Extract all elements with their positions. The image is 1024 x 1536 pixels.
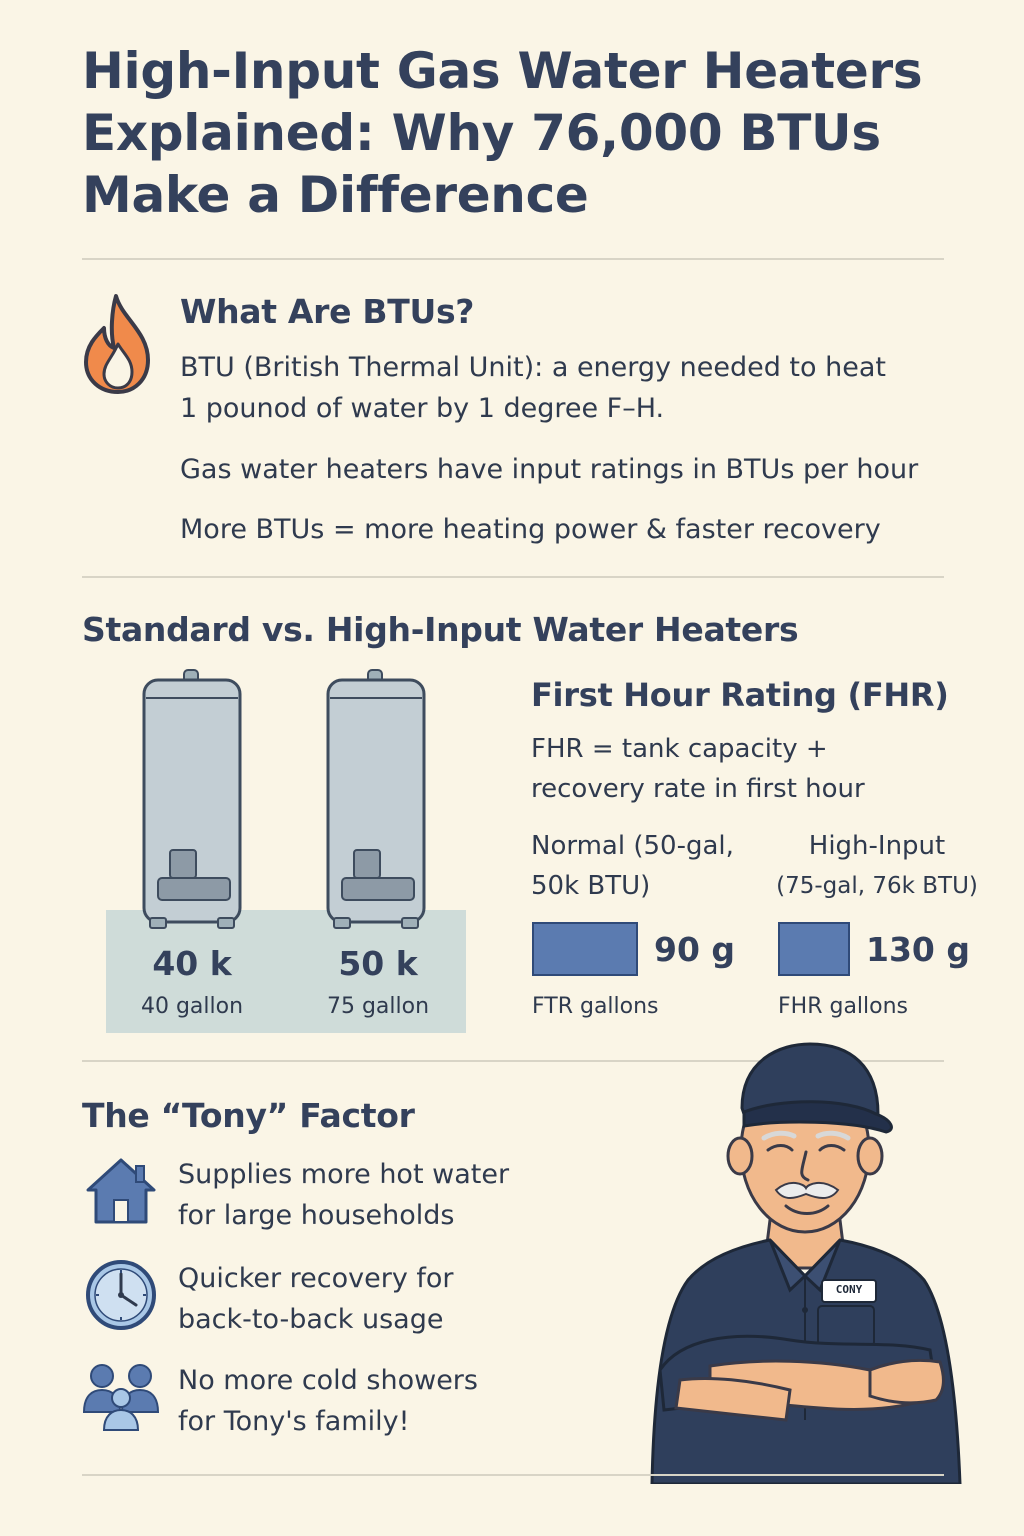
heater-2-label: 75 gallon (326, 994, 430, 1019)
fhr-high-label-line-1: High-Input (808, 831, 946, 861)
title-line-3: Make a Difference (82, 166, 589, 224)
heater-1-value: 40 k (152, 944, 232, 983)
fhr-formula-line-1: FHR = tank capacity + (531, 734, 828, 764)
comparison-heading: Standard vs. High-Input Water Heaters (82, 610, 799, 649)
family-icon (82, 1362, 160, 1432)
fhr-normal-label: Normal (50-gal, 50k BTU) (531, 826, 734, 906)
page-title: High-Input Gas Water Heaters Explained: … (82, 40, 962, 226)
fhr-normal-box (532, 922, 638, 976)
btu-heading: What Are BTUs? (180, 292, 475, 331)
btu-definition: BTU (British Thermal Unit): a energy nee… (180, 347, 960, 429)
tony-item-2-line-2: back-to-back usage (178, 1304, 444, 1335)
fhr-normal-label-line-2: 50k BTU) (531, 871, 651, 901)
fhr-high-label-line-2: (75-gal, 76k BTU) (776, 873, 978, 899)
btu-point-2: More BTUs = more heating power & faster … (180, 514, 881, 545)
heater-2-value: 50 k (338, 944, 418, 983)
heater-1-label: 40 gallon (140, 994, 244, 1019)
tony-item-3-text: No more cold showers for Tony's family! (178, 1360, 478, 1442)
tony-heading: The “Tony” Factor (82, 1096, 415, 1135)
divider-top (82, 258, 944, 260)
tony-item-2-line-1: Quicker recovery for (178, 1263, 454, 1294)
divider-bottom (82, 1474, 944, 1476)
flame-icon (82, 292, 154, 396)
clock-icon (84, 1258, 158, 1332)
tony-item-3-line-2: for Tony's family! (178, 1406, 410, 1437)
fhr-formula-line-2: recovery rate in first hour (531, 774, 865, 804)
btu-definition-line-1: BTU (British Thermal Unit): a energy nee… (180, 352, 886, 383)
tony-illustration: CONY (640, 1040, 970, 1486)
fhr-normal-label-line-1: Normal (50-gal, (531, 831, 734, 861)
title-line-1: High-Input Gas Water Heaters (82, 42, 923, 100)
fhr-heading: First Hour Rating (FHR) (531, 676, 949, 714)
fhr-normal-value: 90 g (654, 930, 736, 969)
fhr-high-value: 130 g (866, 930, 970, 969)
tony-item-1-text: Supplies more hot water for large househ… (178, 1154, 509, 1236)
name-tag-text: CONY (835, 1283, 863, 1296)
water-heater-40k (136, 668, 248, 930)
fhr-formula: FHR = tank capacity + recovery rate in f… (531, 729, 865, 809)
tony-item-1-line-2: for large households (178, 1200, 455, 1231)
divider-lower (82, 1060, 944, 1062)
tony-item-3-line-1: No more cold showers (178, 1365, 478, 1396)
divider-middle (82, 576, 944, 578)
fhr-high-label: High-Input (75-gal, 76k BTU) (770, 826, 984, 906)
fhr-normal-caption: FTR gallons (532, 994, 659, 1019)
title-line-2: Explained: Why 76,000 BTUs (82, 104, 881, 162)
tony-item-2-text: Quicker recovery for back-to-back usage (178, 1258, 454, 1340)
fhr-high-box (778, 922, 850, 976)
fhr-high-caption: FHR gallons (778, 994, 909, 1019)
btu-definition-line-2: 1 pounod of water by 1 degree F–H. (180, 393, 665, 424)
heater-panel (106, 910, 466, 1033)
house-icon (84, 1156, 158, 1226)
water-heater-50k (320, 668, 432, 930)
tony-item-1-line-1: Supplies more hot water (178, 1159, 510, 1190)
btu-point-1: Gas water heaters have input ratings in … (180, 454, 919, 485)
